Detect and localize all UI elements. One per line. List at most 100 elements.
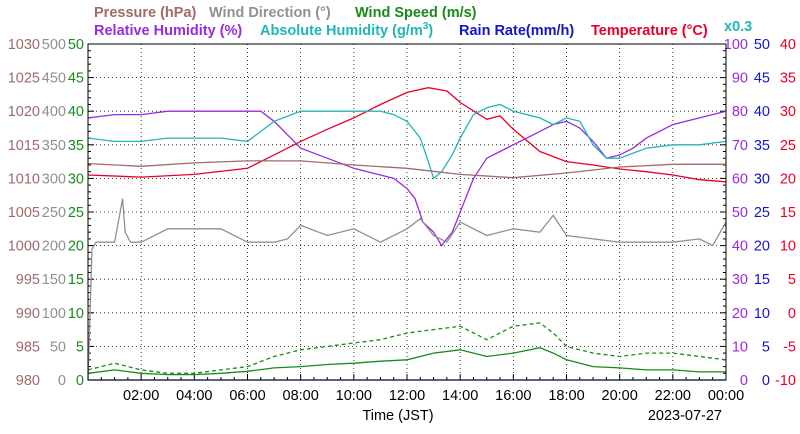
x-tick-label: 14:00	[442, 388, 478, 404]
y-tick-label-pressure: 1010	[8, 171, 40, 187]
y-tick-label-wind_speed: 45	[68, 71, 84, 87]
y-tick-label-wind_dir: 50	[50, 339, 66, 355]
y-tick-label-rh: 20	[732, 306, 748, 322]
y-tick-label-pressure: 1015	[8, 138, 40, 154]
x-tick-label: 06:00	[229, 388, 265, 404]
y-tick-label-rain: 35	[754, 138, 770, 154]
y-tick-label-pressure: 1020	[8, 104, 40, 120]
y-tick-label-pressure: 995	[16, 272, 40, 288]
legend-wind-direction: Wind Direction (°)	[209, 5, 331, 21]
y-tick-label-wind_dir: 350	[42, 138, 66, 154]
y-tick-label-wind_dir: 100	[42, 306, 66, 322]
legend-rain-rate: Rain Rate(mm/h)	[459, 23, 574, 39]
y-tick-label-temp: 0	[788, 306, 796, 322]
y-tick-label-wind_speed: 5	[76, 339, 84, 355]
y-tick-label-rh: 50	[732, 205, 748, 221]
y-tick-label-rain: 0	[762, 373, 770, 389]
x-tick-label: 18:00	[548, 388, 584, 404]
y-tick-label-wind_dir: 200	[42, 239, 66, 255]
x-tick-label: 12:00	[389, 388, 425, 404]
y-tick-label-wind_dir: 300	[42, 171, 66, 187]
y-tick-label-wind_speed: 10	[68, 306, 84, 322]
y-tick-label-temp: 10	[780, 239, 796, 255]
grid	[88, 44, 726, 380]
y-tick-label-rain: 10	[754, 306, 770, 322]
y-tick-label-rain: 20	[754, 239, 770, 255]
x-tick-label: 02:00	[123, 388, 159, 404]
y-tick-label-wind_dir: 450	[42, 71, 66, 87]
legend-relative-humidity: Relative Humidity (%)	[94, 23, 242, 39]
y-tick-label-temp: 30	[780, 104, 796, 120]
y-tick-label-pressure: 985	[16, 339, 40, 355]
series-line	[87, 347, 726, 376]
legend-absolute-humidity: Absolute Humidity (g/m3)	[260, 21, 433, 39]
plot-frame	[87, 43, 727, 381]
y-tick-label-temp: 20	[780, 171, 796, 187]
y-tick-label-rain: 5	[762, 339, 770, 355]
series-line	[87, 110, 727, 247]
y-tick-label-temp: 40	[780, 37, 796, 53]
y-tick-label-pressure: 990	[16, 306, 40, 322]
y-tick-label-wind_speed: 40	[68, 104, 84, 120]
y-tick-label-pressure: 1030	[8, 37, 40, 53]
y-tick-label-rh: 10	[732, 339, 748, 355]
legend-temperature: Temperature (°C)	[591, 23, 708, 39]
series-line	[87, 198, 727, 381]
y-tick-label-temp: -5	[783, 339, 796, 355]
series-line	[87, 160, 726, 179]
y-tick-label-pressure: 980	[16, 373, 40, 389]
y-tick-label-rh: 40	[732, 239, 748, 255]
x-tick-label: 16:00	[495, 388, 531, 404]
y-tick-label-wind_speed: 0	[76, 373, 84, 389]
y-tick-label-pressure: 1000	[8, 239, 40, 255]
y-tick-label-wind_dir: 150	[42, 272, 66, 288]
y-tick-label-rain: 30	[754, 171, 770, 187]
y-tick-label-pressure: 1005	[8, 205, 40, 221]
rain-scale-note: x0.3	[724, 19, 752, 35]
series-line	[87, 87, 727, 183]
y-tick-label-wind_dir: 250	[42, 205, 66, 221]
legend-pressure: Pressure (hPa)	[94, 5, 197, 21]
y-tick-label-wind_speed: 25	[68, 205, 84, 221]
chart-date: 2023-07-27	[648, 408, 722, 424]
y-tick-label-wind_speed: 50	[68, 37, 84, 53]
y-tick-label-rh: 70	[732, 138, 748, 154]
series-line	[87, 322, 727, 374]
y-tick-label-rh: 60	[732, 171, 748, 187]
y-tick-label-temp: 25	[780, 138, 796, 154]
x-tick-label: 20:00	[602, 388, 638, 404]
x-axis-label: Time (JST)	[362, 408, 433, 424]
y-tick-label-rh: 90	[732, 71, 748, 87]
y-tick-label-rh: 100	[724, 37, 748, 53]
y-tick-label-rain: 25	[754, 205, 770, 221]
y-tick-label-wind_dir: 400	[42, 104, 66, 120]
series-line	[87, 103, 727, 180]
y-tick-label-temp: 15	[780, 205, 796, 221]
y-tick-label-wind_speed: 30	[68, 171, 84, 187]
y-tick-label-temp: -10	[775, 373, 796, 389]
y-tick-label-rh: 30	[732, 272, 748, 288]
x-tick-label: 08:00	[283, 388, 319, 404]
y-tick-label-wind_speed: 35	[68, 138, 84, 154]
y-tick-label-rain: 15	[754, 272, 770, 288]
x-tick-label: 04:00	[176, 388, 212, 404]
y-tick-label-rain: 45	[754, 71, 770, 87]
y-tick-label-rh: 0	[740, 373, 748, 389]
y-tick-label-rh: 80	[732, 104, 748, 120]
y-tick-label-temp: 35	[780, 71, 796, 87]
left-axes: 1030102510201015101010051000995990985980…	[8, 37, 94, 389]
y-tick-label-wind_speed: 15	[68, 272, 84, 288]
y-tick-label-rain: 40	[754, 104, 770, 120]
y-tick-label-rain: 50	[754, 37, 770, 53]
y-tick-label-temp: 5	[788, 272, 796, 288]
y-tick-label-wind_dir: 500	[42, 37, 66, 53]
x-tick-label: 22:00	[655, 388, 691, 404]
x-axis: 02:00 04:00 06:00 08:00 10:00 12:00 14:00 16:00…	[87, 374, 744, 404]
y-tick-label-wind_speed: 20	[68, 239, 84, 255]
legend-wind-speed: Wind Speed (m/s)	[355, 5, 477, 21]
y-tick-label-pressure: 1025	[8, 71, 40, 87]
right-axes: 1009080706050403020100504540353025201510…	[720, 37, 796, 389]
y-tick-label-wind_dir: 0	[58, 373, 66, 389]
x-tick-label: 00:00	[708, 388, 744, 404]
